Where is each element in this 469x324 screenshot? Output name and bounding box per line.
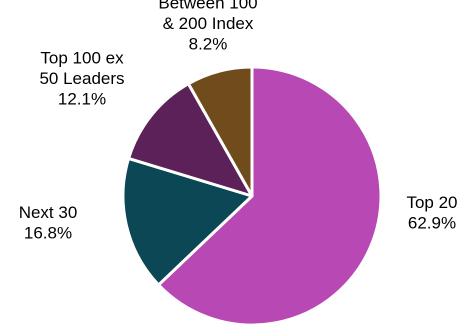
pie-slice-label-4: Between 100 & 200 Index 8.2% xyxy=(158,0,257,54)
slice-value-label: 16.8% xyxy=(24,223,72,242)
pie-slice-label-3: Top 100 ex 50 Leaders 12.1% xyxy=(39,49,124,109)
pie-slice-4 xyxy=(186,65,254,198)
pie-slice-label-2: Next 30 16.8% xyxy=(19,203,78,243)
pie-slice-1 xyxy=(157,65,383,324)
pie-slice-2 xyxy=(121,156,254,287)
slice-value-label: 12.1% xyxy=(58,90,106,109)
slice-category-label: 50 Leaders xyxy=(39,69,124,88)
slice-value-label: 62.9% xyxy=(408,213,456,232)
slice-category-label: Between 100 xyxy=(158,0,257,13)
slice-category-label: Top 100 ex xyxy=(40,49,124,68)
pie-slices xyxy=(121,65,383,324)
slice-category-label: Top 20 xyxy=(406,193,457,212)
slice-category-label: & 200 Index xyxy=(163,14,254,33)
slice-value-label: 8.2% xyxy=(189,35,228,54)
pie-slice-3 xyxy=(127,82,254,198)
pie-slice-label-1: Top 20 62.9% xyxy=(406,193,457,233)
pie-labels: Top 20 62.9% Next 30 16.8% Top 100 ex 50 Lead… xyxy=(19,0,458,242)
slice-category-label: Next 30 xyxy=(19,203,78,222)
